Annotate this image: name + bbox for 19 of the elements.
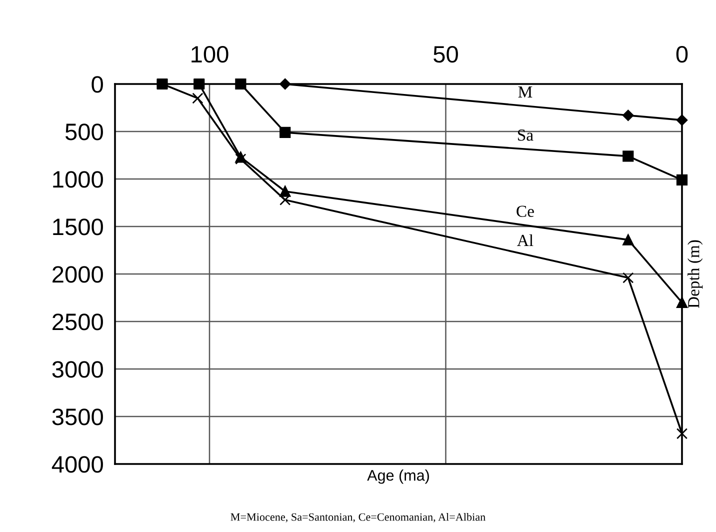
x-tick-label: 0 — [676, 46, 688, 63]
text: M=Miocene, Sa=Santonian, Ce=Cenomanian, Al=Albian — [230, 512, 486, 522]
y-tick-label: 4000 — [52, 456, 103, 473]
series-label: Sa — [518, 130, 534, 141]
y-tick-label: 1000 — [53, 171, 103, 188]
y-tick-label: 3000 — [52, 361, 103, 378]
series-label: M — [518, 86, 532, 98]
x-tick-label: 50 — [434, 46, 458, 63]
y-tick-label: 0 — [92, 76, 103, 93]
series-label: Ce — [516, 206, 534, 217]
x-axis-title: Age (ma) — [367, 470, 429, 484]
y-tick-label: 1500 — [53, 218, 103, 236]
x-tick-label: 100 — [192, 46, 228, 63]
series-label: Al — [517, 234, 534, 246]
y-tick-label: 2500 — [52, 314, 103, 330]
y-tick-label: 2000 — [52, 266, 103, 283]
y-tick-label: 3500 — [52, 408, 103, 426]
y-tick-label: 500 — [65, 124, 103, 140]
y-axis-title: Depth (m) — [688, 240, 703, 308]
